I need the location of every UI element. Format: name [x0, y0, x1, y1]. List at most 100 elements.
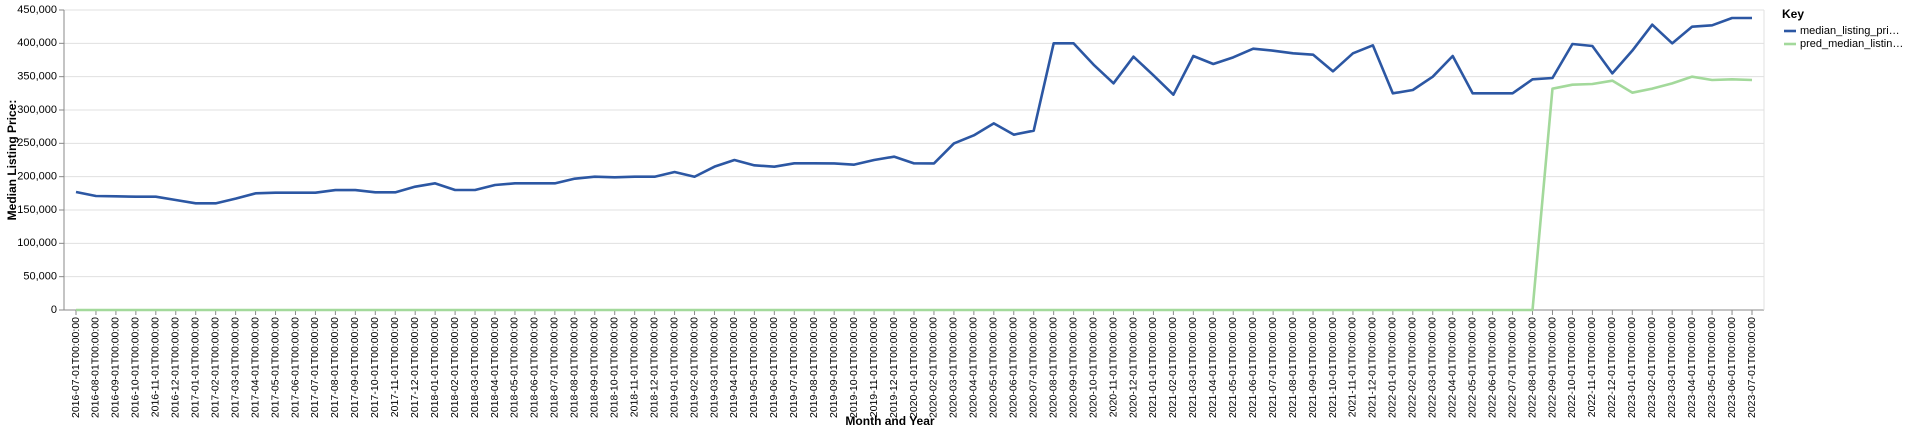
x-tick-label: 2022-04-01T00:00:00	[1446, 317, 1458, 418]
x-tick-label: 2019-12-01T00:00:00	[888, 317, 900, 418]
x-tick-label: 2016-10-01T00:00:00	[130, 317, 142, 418]
x-tick-label: 2018-12-01T00:00:00	[648, 317, 660, 418]
x-tick-label: 2021-02-01T00:00:00	[1167, 317, 1179, 418]
x-tick-label: 2017-01-01T00:00:00	[189, 317, 201, 418]
x-tick-label: 2018-06-01T00:00:00	[529, 317, 541, 418]
x-tick-label: 2021-10-01T00:00:00	[1327, 317, 1339, 418]
x-tick-label: 2018-03-01T00:00:00	[469, 317, 481, 418]
x-tick-label: 2016-07-01T00:00:00	[70, 317, 82, 418]
legend-label: median_listing_pri…	[1800, 25, 1900, 37]
legend-title: Key	[1782, 7, 1804, 21]
x-tick-label: 2020-07-01T00:00:00	[1027, 317, 1039, 418]
x-tick-label: 2022-11-01T00:00:00	[1586, 317, 1598, 417]
x-tick-label: 2023-02-01T00:00:00	[1646, 317, 1658, 418]
x-tick-label: 2022-07-01T00:00:00	[1506, 317, 1518, 418]
x-tick-label: 2021-04-01T00:00:00	[1207, 317, 1219, 418]
x-tick-label: 2021-03-01T00:00:00	[1187, 317, 1199, 418]
x-tick-label: 2017-08-01T00:00:00	[329, 317, 341, 418]
x-tick-label: 2018-08-01T00:00:00	[569, 317, 581, 418]
x-tick-label: 2023-03-01T00:00:00	[1666, 317, 1678, 418]
y-tick-label: 350,000	[17, 71, 57, 83]
x-tick-label: 2017-06-01T00:00:00	[289, 317, 301, 418]
x-tick-label: 2018-02-01T00:00:00	[449, 317, 461, 418]
x-tick-label: 2021-12-01T00:00:00	[1367, 317, 1379, 418]
x-tick-label: 2022-12-01T00:00:00	[1606, 317, 1618, 418]
x-tick-label: 2018-11-01T00:00:00	[628, 317, 640, 417]
x-tick-label: 2023-05-01T00:00:00	[1706, 317, 1718, 418]
x-tick-label: 2020-04-01T00:00:00	[968, 317, 980, 418]
x-tick-label: 2018-10-01T00:00:00	[608, 317, 620, 418]
x-tick-label: 2017-12-01T00:00:00	[409, 317, 421, 418]
x-tick-label: 2019-02-01T00:00:00	[688, 317, 700, 418]
x-tick-label: 2018-01-01T00:00:00	[429, 317, 441, 418]
x-tick-label: 2019-07-01T00:00:00	[788, 317, 800, 418]
x-tick-label: 2019-01-01T00:00:00	[668, 317, 680, 418]
x-tick-label: 2016-08-01T00:00:00	[90, 317, 102, 418]
y-tick-label: 250,000	[17, 137, 57, 149]
x-tick-label: 2023-01-01T00:00:00	[1626, 317, 1638, 418]
x-tick-label: 2022-02-01T00:00:00	[1407, 317, 1419, 418]
x-tick-label: 2017-07-01T00:00:00	[309, 317, 321, 418]
x-tick-label: 2019-09-01T00:00:00	[828, 317, 840, 418]
x-tick-label: 2019-04-01T00:00:00	[728, 317, 740, 418]
x-tick-label: 2018-04-01T00:00:00	[489, 317, 501, 418]
y-tick-label: 0	[51, 304, 57, 316]
x-tick-label: 2022-10-01T00:00:00	[1566, 317, 1578, 418]
x-tick-label: 2020-08-01T00:00:00	[1047, 317, 1059, 418]
x-tick-label: 2017-03-01T00:00:00	[229, 317, 241, 418]
x-tick-label: 2021-09-01T00:00:00	[1307, 317, 1319, 418]
x-tick-label: 2018-05-01T00:00:00	[509, 317, 521, 418]
x-tick-label: 2020-10-01T00:00:00	[1087, 317, 1099, 418]
x-tick-label: 2023-06-01T00:00:00	[1726, 317, 1738, 418]
x-tick-label: 2017-10-01T00:00:00	[369, 317, 381, 418]
x-tick-label: 2022-08-01T00:00:00	[1526, 317, 1538, 418]
x-tick-label: 2019-08-01T00:00:00	[808, 317, 820, 418]
x-tick-label: 2018-09-01T00:00:00	[589, 317, 601, 418]
x-tick-label: 2023-07-01T00:00:00	[1746, 317, 1758, 418]
x-tick-label: 2016-11-01T00:00:00	[150, 317, 162, 417]
x-tick-label: 2021-11-01T00:00:00	[1347, 317, 1359, 417]
y-tick-label: 50,000	[23, 271, 57, 283]
x-tick-label: 2020-03-01T00:00:00	[948, 317, 960, 418]
x-tick-label: 2021-05-01T00:00:00	[1227, 317, 1239, 418]
x-axis-title: Month and Year	[845, 414, 934, 428]
x-tick-label: 2022-03-01T00:00:00	[1427, 317, 1439, 418]
y-tick-label: 150,000	[17, 204, 57, 216]
x-tick-label: 2022-05-01T00:00:00	[1466, 317, 1478, 418]
series-line	[76, 75, 1753, 312]
x-tick-label: 2020-06-01T00:00:00	[1008, 317, 1020, 418]
y-tick-label: 450,000	[17, 4, 57, 16]
x-tick-label: 2017-11-01T00:00:00	[389, 317, 401, 417]
x-tick-label: 2023-04-01T00:00:00	[1686, 317, 1698, 418]
x-tick-label: 2019-03-01T00:00:00	[708, 317, 720, 418]
y-tick-label: 100,000	[17, 237, 57, 249]
x-tick-label: 2021-01-01T00:00:00	[1147, 317, 1159, 418]
legend-label: pred_median_listin…	[1800, 38, 1903, 50]
x-tick-label: 2019-06-01T00:00:00	[768, 317, 780, 418]
x-tick-label: 2019-11-01T00:00:00	[868, 317, 880, 417]
x-tick-label: 2018-07-01T00:00:00	[549, 317, 561, 418]
x-tick-label: 2019-10-01T00:00:00	[848, 317, 860, 418]
x-tick-label: 2022-09-01T00:00:00	[1546, 317, 1558, 418]
y-tick-label: 200,000	[17, 171, 57, 183]
x-tick-label: 2020-11-01T00:00:00	[1107, 317, 1119, 417]
x-tick-label: 2020-02-01T00:00:00	[928, 317, 940, 418]
x-tick-label: 2022-06-01T00:00:00	[1486, 317, 1498, 418]
x-tick-label: 2016-12-01T00:00:00	[170, 317, 182, 418]
y-axis-title: Median Listing Price:	[5, 100, 19, 221]
x-tick-label: 2022-01-01T00:00:00	[1387, 317, 1399, 418]
x-tick-label: 2017-05-01T00:00:00	[269, 317, 281, 418]
x-tick-label: 2017-04-01T00:00:00	[249, 317, 261, 418]
series-line	[75, 16, 1752, 205]
x-tick-label: 2020-12-01T00:00:00	[1127, 317, 1139, 418]
x-tick-label: 2016-09-01T00:00:00	[110, 317, 122, 418]
x-tick-label: 2017-09-01T00:00:00	[349, 317, 361, 418]
x-tick-label: 2020-05-01T00:00:00	[988, 317, 1000, 418]
x-tick-label: 2021-06-01T00:00:00	[1247, 317, 1259, 418]
x-tick-label: 2021-07-01T00:00:00	[1267, 317, 1279, 418]
x-tick-label: 2019-05-01T00:00:00	[748, 317, 760, 418]
x-tick-label: 2017-02-01T00:00:00	[209, 317, 221, 418]
y-tick-label: 300,000	[17, 104, 57, 116]
x-tick-label: 2021-08-01T00:00:00	[1287, 317, 1299, 418]
